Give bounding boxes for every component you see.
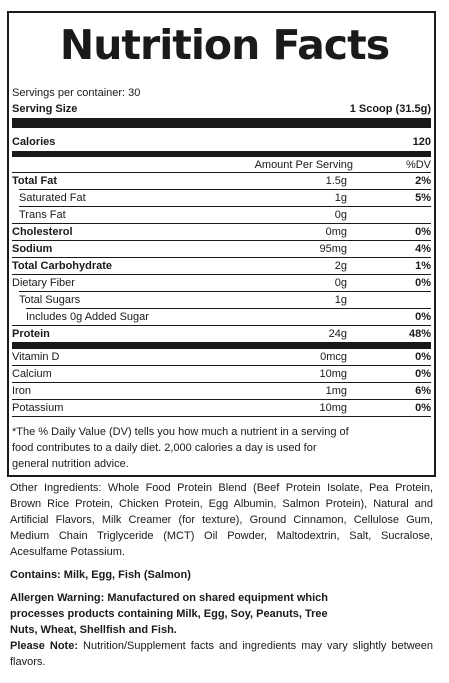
nutrient-amount: 1g	[334, 192, 347, 204]
nutrient-name: Calcium	[12, 368, 52, 380]
header-rule	[12, 172, 431, 173]
nutrient-amount: 2g	[334, 260, 347, 272]
nutrient-amount: 1.5g	[325, 175, 347, 187]
nutrient-name: Saturated Fat	[19, 192, 86, 204]
nutrient-name: Potassium	[12, 402, 64, 414]
row-rule	[12, 399, 431, 400]
nutrient-amount: 10mg	[319, 402, 347, 414]
nutrient-row: Includes 0g Added Sugar 0%	[12, 309, 431, 326]
nutrient-name: Cholesterol	[12, 226, 73, 238]
dv-header: %DV	[405, 159, 431, 171]
nutrient-amount: 0mg	[325, 226, 347, 238]
please-note-label: Please Note:	[10, 640, 78, 652]
nutrient-daily-value: 0%	[415, 277, 431, 289]
nutrition-facts-title: Nutrition Facts	[59, 21, 390, 69]
nutrient-row: Cholesterol 0mg 0%	[12, 224, 431, 241]
nutrition-facts-panel	[7, 11, 436, 477]
nutrient-name: Total Carbohydrate	[12, 260, 113, 272]
nutrient-name: Dietary Fiber	[12, 277, 75, 289]
vitamin-row: Iron 1mg 6%	[12, 383, 431, 400]
nutrient-row: Dietary Fiber 0g 0%	[12, 275, 431, 292]
nutrient-name: Protein	[12, 328, 50, 340]
daily-value-footnote: *The % Daily Value (DV) tells you how mu…	[12, 426, 349, 470]
nutrient-daily-value: 5%	[415, 192, 431, 204]
nutrient-amount: 0mcg	[320, 351, 347, 363]
nutrient-amount: 0g	[334, 209, 347, 221]
allergen-warning: Allergen Warning: Manufactured on shared…	[10, 592, 329, 636]
row-rule	[12, 382, 431, 383]
nutrient-daily-value: 0%	[415, 311, 431, 323]
nutrient-name: Total Sugars	[19, 294, 81, 306]
nutrient-daily-value: 0%	[415, 351, 431, 363]
calories-label: Calories	[12, 136, 56, 148]
nutrient-daily-value: 4%	[415, 243, 431, 255]
amount-per-serving-header: Amount Per Serving	[254, 159, 353, 171]
nutrient-daily-value: 0%	[415, 402, 431, 414]
nutrient-amount: 24g	[328, 328, 347, 340]
nutrient-daily-value: 6%	[415, 385, 431, 397]
nutrient-daily-value: 2%	[415, 175, 431, 187]
nutrient-daily-value: 1%	[415, 260, 431, 272]
nutrient-name: Includes 0g Added Sugar	[26, 311, 149, 323]
nutrient-daily-value: 48%	[408, 328, 431, 340]
nutrient-amount: 1mg	[325, 385, 347, 397]
row-rule	[19, 189, 431, 190]
nutrient-row: Total Sugars 1g	[12, 292, 431, 309]
serving-size-label: Serving Size	[12, 103, 78, 115]
nutrient-row: Total Carbohydrate 2g 1%	[12, 258, 431, 275]
row-rule	[12, 325, 431, 326]
nutrient-amount: 10mg	[319, 368, 347, 380]
nutrient-amount: 95mg	[319, 243, 347, 255]
nutrient-amount: 1g	[334, 294, 347, 306]
nutrient-name: Total Fat	[12, 175, 58, 187]
nutrient-name: Vitamin D	[12, 351, 60, 363]
nutrient-amount: 0g	[334, 277, 347, 289]
vitamin-row: Potassium 10mg 0%	[12, 400, 431, 417]
medium-divider	[12, 151, 431, 157]
row-rule	[12, 365, 431, 366]
vitamin-row: Vitamin D 0mcg 0%	[12, 349, 431, 366]
please-note-text: Nutrition/Supplement facts and ingredien…	[10, 640, 434, 668]
nutrient-row: Sodium 95mg 4%	[12, 241, 431, 258]
nutrient-daily-value: 0%	[415, 368, 431, 380]
row-rule	[19, 206, 431, 207]
other-ingredients: Other Ingredients: Whole Food Protein Bl…	[10, 482, 433, 558]
nutrient-row: Trans Fat 0g	[12, 207, 431, 224]
row-rule	[19, 291, 431, 292]
thick-divider	[12, 118, 431, 128]
nutrient-daily-value: 0%	[415, 226, 431, 238]
row-rule	[12, 240, 431, 241]
row-rule	[12, 274, 431, 275]
row-rule	[12, 257, 431, 258]
please-note: Please Note: Nutrition/Supplement facts …	[10, 638, 433, 670]
row-rule	[26, 308, 431, 309]
nutrient-name: Trans Fat	[19, 209, 66, 221]
row-rule	[12, 223, 431, 224]
nutrient-row: Saturated Fat 1g 5%	[12, 190, 431, 207]
calories-value: 120	[412, 136, 431, 148]
nutrient-name: Sodium	[12, 243, 53, 255]
nutrient-name: Iron	[12, 385, 31, 397]
contains-allergens: Contains: Milk, Egg, Fish (Salmon)	[10, 569, 191, 581]
nutrient-row: Protein 24g 48%	[12, 326, 431, 343]
vitamin-row: Calcium 10mg 0%	[12, 366, 431, 383]
medium-divider	[12, 342, 431, 349]
row-rule	[12, 416, 431, 417]
servings-per-container: Servings per container: 30	[12, 87, 141, 99]
serving-size-value: 1 Scoop (31.5g)	[349, 103, 431, 115]
nutrient-row: Total Fat 1.5g 2%	[12, 173, 431, 190]
